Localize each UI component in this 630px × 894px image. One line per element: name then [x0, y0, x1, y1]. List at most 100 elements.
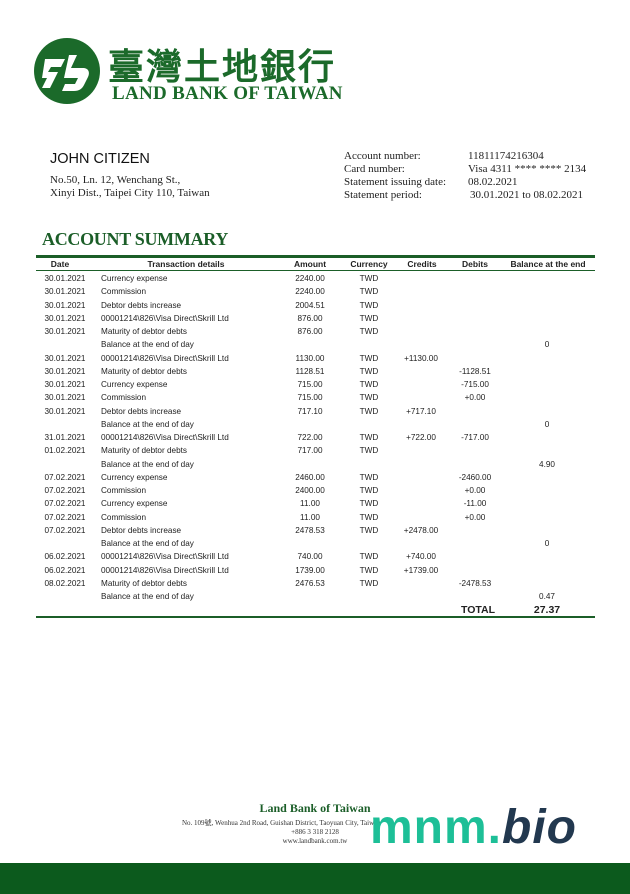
- cell-date: 06.02.2021: [44, 552, 86, 562]
- cell-currency: TWD: [359, 393, 379, 403]
- cell-details: Currency expense: [101, 472, 168, 482]
- cell-details: 00001214\826\Visa Direct\Skrill Ltd: [101, 565, 229, 575]
- total-value: 27.37: [533, 604, 561, 616]
- cell-details: Currency expense: [101, 380, 168, 389]
- cell-currency: TWD: [359, 300, 379, 310]
- cell-balance: 0: [544, 539, 550, 548]
- cell-amount: 1739.00: [295, 565, 325, 575]
- cell-date: 30.01.2021: [44, 287, 86, 297]
- cell-currency: TWD: [359, 499, 379, 509]
- cell-date: 30.01.2021: [44, 353, 86, 363]
- footer-bank-name: Land Bank of Taiwan: [259, 801, 371, 815]
- cell-details: Debtor debts increase: [101, 406, 182, 416]
- bank-name-chinese: 臺灣土地銀行: [108, 46, 337, 88]
- cell-amount: 2478.53: [295, 525, 325, 535]
- cell-date: 07.02.2021: [44, 525, 86, 535]
- cell-balance: 0: [544, 340, 550, 350]
- footer-website: www.landbank.com.tw: [282, 837, 348, 845]
- cell-amount: 11.00: [300, 512, 320, 522]
- account-summary-title: ACCOUNT SUMMARY: [42, 229, 229, 249]
- cell-details: Commission: [101, 486, 147, 495]
- cell-date: 30.01.2021: [44, 327, 86, 336]
- cell-amount: 1130.00: [295, 353, 325, 363]
- cell-debits: -2478.53: [458, 578, 492, 588]
- cell-amount: 876.00: [297, 313, 323, 323]
- cell-amount: 722.00: [297, 433, 323, 442]
- cell-currency: TWD: [359, 446, 379, 456]
- cell-amount: 715.00: [297, 380, 323, 389]
- cell-date: 30.01.2021: [44, 393, 86, 403]
- cell-date: 30.01.2021: [44, 406, 86, 416]
- cell-date: 30.01.2021: [44, 313, 86, 323]
- cell-details: Commission: [101, 512, 147, 522]
- cell-debits: +0.00: [464, 486, 486, 495]
- cell-details: Debtor debts increase: [101, 525, 182, 535]
- cell-date: 30.01.2021: [44, 274, 86, 283]
- cell-details: Balance at the end of day: [101, 340, 194, 350]
- cell-currency: TWD: [359, 353, 379, 363]
- cell-credits: +722.00: [406, 433, 436, 442]
- card-number-label: Card number:: [344, 163, 405, 175]
- cell-balance: 0.47: [539, 592, 555, 601]
- cell-balance: 4.90: [539, 459, 555, 469]
- cell-credits: +2478.00: [403, 525, 439, 535]
- cell-debits: -11.00: [463, 499, 487, 509]
- cell-date: 07.02.2021: [44, 499, 86, 509]
- account-number-label: Account number:: [344, 150, 421, 162]
- cell-credits: +717.10: [406, 406, 436, 416]
- cell-amount: 715.00: [297, 393, 323, 403]
- cell-amount: 2476.53: [295, 578, 325, 588]
- cell-amount: 876.00: [297, 327, 323, 336]
- cell-currency: TWD: [359, 287, 379, 297]
- cell-date: 31.01.2021: [44, 433, 86, 442]
- cell-details: Commission: [101, 393, 147, 403]
- cell-details: Currency expense: [101, 274, 168, 283]
- cell-debits: -715.00: [461, 380, 489, 389]
- cell-currency: TWD: [359, 565, 379, 575]
- card-number-value: Visa 4311 **** **** 2134: [468, 163, 587, 175]
- bank-name-english: LAND BANK OF TAIWAN: [112, 83, 343, 104]
- cell-currency: TWD: [359, 433, 379, 442]
- cell-currency: TWD: [359, 512, 379, 522]
- cell-date: 30.01.2021: [44, 366, 86, 376]
- footer-bar: [0, 863, 630, 894]
- cell-currency: TWD: [359, 472, 379, 482]
- cell-amount: 740.00: [297, 552, 323, 562]
- cell-credits: +740.00: [406, 552, 436, 562]
- cell-credits: +1130.00: [404, 353, 438, 363]
- total-label: TOTAL: [461, 604, 496, 616]
- issuing-date-label: Statement issuing date:: [344, 176, 447, 188]
- statement-period-value: 30.01.2021 to 08.02.2021: [470, 189, 584, 201]
- cell-date: 07.02.2021: [44, 486, 86, 495]
- column-header-details: Transaction details: [147, 259, 225, 269]
- column-header-debits: Debits: [462, 259, 488, 269]
- table-top-rule: [36, 255, 595, 258]
- cell-date: 01.02.2021: [44, 446, 86, 456]
- cell-amount: 1128.51: [295, 366, 325, 376]
- cell-details: Debtor debts increase: [101, 300, 182, 310]
- table-bottom-rule: [36, 616, 595, 618]
- cell-amount: 11.00: [300, 499, 320, 509]
- footer-address: No. 109號, Wenhua 2nd Road, Guishan Distr…: [182, 819, 381, 827]
- customer-address-line2: Xinyi Dist., Taipei City 110, Taiwan: [50, 187, 210, 199]
- column-header-credits: Credits: [407, 259, 437, 269]
- cell-details: Balance at the end of day: [101, 419, 194, 429]
- cell-currency: TWD: [359, 313, 379, 323]
- column-header-balance: Balance at the end: [510, 259, 586, 269]
- cell-date: 08.02.2021: [44, 578, 86, 588]
- cell-amount: 2240.00: [295, 274, 325, 283]
- cell-credits: +1739.00: [403, 565, 439, 575]
- cell-debits: -1128.51: [459, 366, 491, 376]
- cell-debits: -717.00: [461, 433, 489, 442]
- column-header-currency: Currency: [350, 259, 388, 269]
- cell-amount: 2460.00: [295, 472, 325, 482]
- cell-amount: 2004.51: [295, 300, 325, 310]
- cell-currency: TWD: [359, 274, 379, 283]
- cell-details: Balance at the end of day: [101, 459, 194, 469]
- cell-date: 30.01.2021: [44, 380, 86, 389]
- cell-details: 00001214\826\Visa Direct\Skrill Ltd: [101, 552, 229, 562]
- cell-details: Commission: [101, 287, 147, 297]
- cell-details: Maturity of debtor debts: [101, 578, 188, 588]
- cell-currency: TWD: [359, 578, 379, 588]
